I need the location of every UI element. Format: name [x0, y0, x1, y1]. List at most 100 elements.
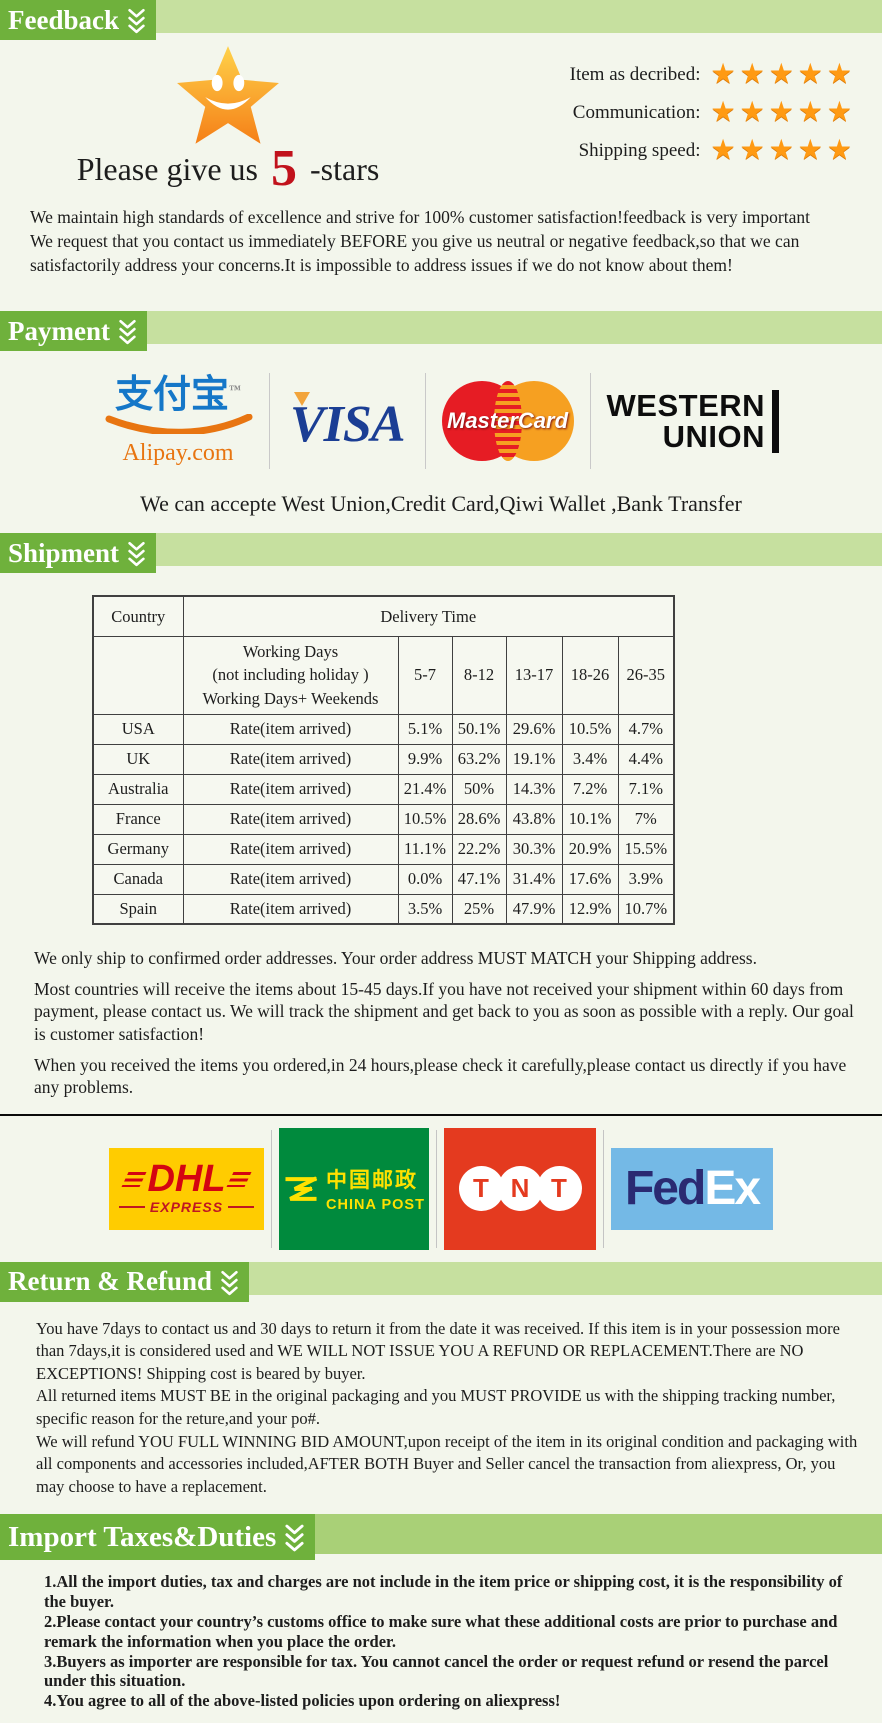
alipay-logo: 支付宝™ Alipay.com — [103, 376, 253, 467]
double-chevron-down-icon — [128, 8, 145, 34]
mastercard-wordmark: MasterCard — [446, 408, 569, 434]
working-days-cell: Working Days (not including holiday ) Wo… — [182, 635, 399, 715]
country-cell: France — [92, 803, 184, 835]
shipment-paragraph: Most countries will receive the items ab… — [34, 979, 854, 1044]
rate-cell: 3.9% — [617, 863, 675, 895]
rate-label-cell: Rate(item arrived) — [182, 773, 399, 805]
rate-cell: 4.4% — [617, 743, 675, 775]
rate-cell: 0.0% — [397, 863, 453, 895]
return-refund-section-header: Return & Refund — [0, 1261, 882, 1302]
dhl-wordmark: DHL — [121, 1160, 252, 1198]
dhl-express-label: EXPRESS — [119, 1199, 254, 1215]
rate-cell: 63.2% — [451, 743, 507, 775]
rate-cell: 47.1% — [451, 863, 507, 895]
alipay-chinese-text: 支付宝™ — [114, 373, 241, 416]
fedex-fed-text: Fed — [624, 1162, 706, 1216]
rate-cell: 47.9% — [505, 893, 563, 925]
rate-cell: 20.9% — [561, 833, 619, 865]
table-row-france: France Rate(item arrived) 10.5% 28.6% 43… — [92, 803, 675, 835]
payment-note: We can accepte West Union,Credit Card,Qi… — [140, 491, 742, 517]
rate-cell: 10.1% — [561, 803, 619, 835]
range-cell: 13-17 — [505, 635, 563, 715]
rate-cell: 43.8% — [505, 803, 563, 835]
rating-row-communication: Communication: ★★★★★ — [428, 96, 856, 129]
rate-cell: 10.7% — [617, 893, 675, 925]
rating-label: Communication: — [572, 102, 701, 124]
mastercard-logo: MasterCard — [441, 378, 574, 464]
divider — [436, 1129, 437, 1248]
feedback-paragraph: We maintain high standards of excellence… — [30, 206, 856, 277]
alipay-swoosh-icon — [105, 413, 253, 436]
mastercard-overlap — [493, 381, 522, 462]
range-cell: 5-7 — [397, 635, 453, 715]
table-row-uk: UK Rate(item arrived) 9.9% 63.2% 19.1% 3… — [92, 743, 675, 775]
rating-label: Item as decribed: — [569, 64, 701, 86]
rate-cell: 31.4% — [505, 863, 563, 895]
feedback-hero-left: Please give us 5 -stars — [28, 44, 428, 198]
shipment-paragraphs: We only ship to confirmed order addresse… — [34, 947, 856, 1097]
rate-cell: 14.3% — [505, 773, 563, 805]
rate-cell: 11.1% — [397, 833, 453, 865]
table-row-australia: Australia Rate(item arrived) 21.4% 50% 1… — [92, 773, 675, 805]
table-row-canada: Canada Rate(item arrived) 0.0% 47.1% 31.… — [92, 863, 675, 895]
rate-cell: 4.7% — [617, 713, 675, 745]
rate-cell: 3.4% — [561, 743, 619, 775]
dhl-stripes-icon — [121, 1171, 147, 1187]
china-post-logo: 中国邮政 CHINA POST — [279, 1127, 429, 1250]
alipay-domain-text: Alipay.com — [122, 439, 234, 466]
rate-cell: 25% — [451, 893, 507, 925]
feedback-hero: Please give us 5 -stars Item as decribed… — [0, 40, 882, 198]
range-cell: 8-12 — [451, 635, 507, 715]
shipment-header-strip — [156, 533, 882, 567]
country-cell: Australia — [92, 773, 184, 805]
table-row-spain: Spain Rate(item arrived) 3.5% 25% 47.9% … — [92, 893, 675, 925]
rate-label-cell: Rate(item arrived) — [182, 743, 399, 775]
return-refund-header-block: Return & Refund — [0, 1261, 250, 1302]
rate-label-cell: Rate(item arrived) — [182, 713, 399, 745]
country-header-cell: Country — [92, 595, 184, 637]
double-chevron-down-icon — [221, 1270, 238, 1295]
table-row-germany: Germany Rate(item arrived) 11.1% 22.2% 3… — [92, 833, 675, 865]
country-cell: UK — [92, 743, 184, 775]
rate-label-cell: Rate(item arrived) — [182, 803, 399, 835]
shipment-paragraph: When you received the items you ordered,… — [34, 1054, 847, 1097]
double-chevron-down-icon — [119, 320, 136, 345]
rate-cell: 50% — [451, 773, 507, 805]
trademark-symbol: ™ — [228, 382, 241, 397]
rate-label-cell: Rate(item arrived) — [182, 893, 399, 925]
shipment-paragraph: We only ship to confirmed order addresse… — [34, 948, 757, 969]
shipment-title: Shipment — [8, 537, 120, 568]
rate-cell: 21.4% — [397, 773, 453, 805]
return-refund-title: Return & Refund — [8, 1266, 213, 1297]
feedback-paragraph-line: We maintain high standards of excellence… — [30, 207, 810, 227]
fedex-ex-text: Ex — [704, 1162, 761, 1216]
rate-cell: 30.3% — [505, 833, 563, 865]
star-icon-row: ★★★★★ — [710, 134, 856, 166]
double-chevron-down-icon — [128, 542, 145, 567]
rate-cell: 7.1% — [617, 773, 675, 805]
rate-cell: 29.6% — [505, 713, 563, 745]
delivery-time-header-cell: Delivery Time — [182, 595, 675, 637]
rating-label: Shipping speed: — [578, 139, 701, 161]
horizontal-divider — [0, 1113, 882, 1116]
empty-cell — [92, 635, 184, 715]
rate-label-cell: Rate(item arrived) — [182, 863, 399, 895]
feedback-paragraph-line: satisfactorily address your concerns.It … — [30, 254, 733, 275]
rate-cell: 9.9% — [397, 743, 453, 775]
western-union-logo: WESTERN UNION — [607, 390, 780, 453]
rate-cell: 22.2% — [451, 833, 507, 865]
star-icon-row: ★★★★★ — [710, 96, 856, 128]
western-union-line2: UNION — [662, 419, 766, 455]
western-union-line1: WESTERN — [606, 387, 766, 423]
return-refund-header-strip — [249, 1261, 882, 1295]
rate-label-cell: Rate(item arrived) — [182, 833, 399, 865]
country-cell: Canada — [92, 863, 184, 895]
tnt-circle: N — [497, 1166, 543, 1212]
import-taxes-item: 3.Buyers as importer are responsible for… — [44, 1651, 829, 1691]
rating-row-item-as-described: Item as decribed: ★★★★★ — [428, 59, 856, 91]
visa-logo: VISA — [286, 389, 409, 454]
table-subheader-row: Working Days (not including holiday ) Wo… — [92, 635, 675, 715]
rate-cell: 19.1% — [505, 743, 563, 775]
delivery-rate-table: Country Delivery Time Working Days (not … — [92, 595, 675, 926]
return-refund-paragraph: You have 7days to contact us and 30 days… — [36, 1318, 840, 1383]
